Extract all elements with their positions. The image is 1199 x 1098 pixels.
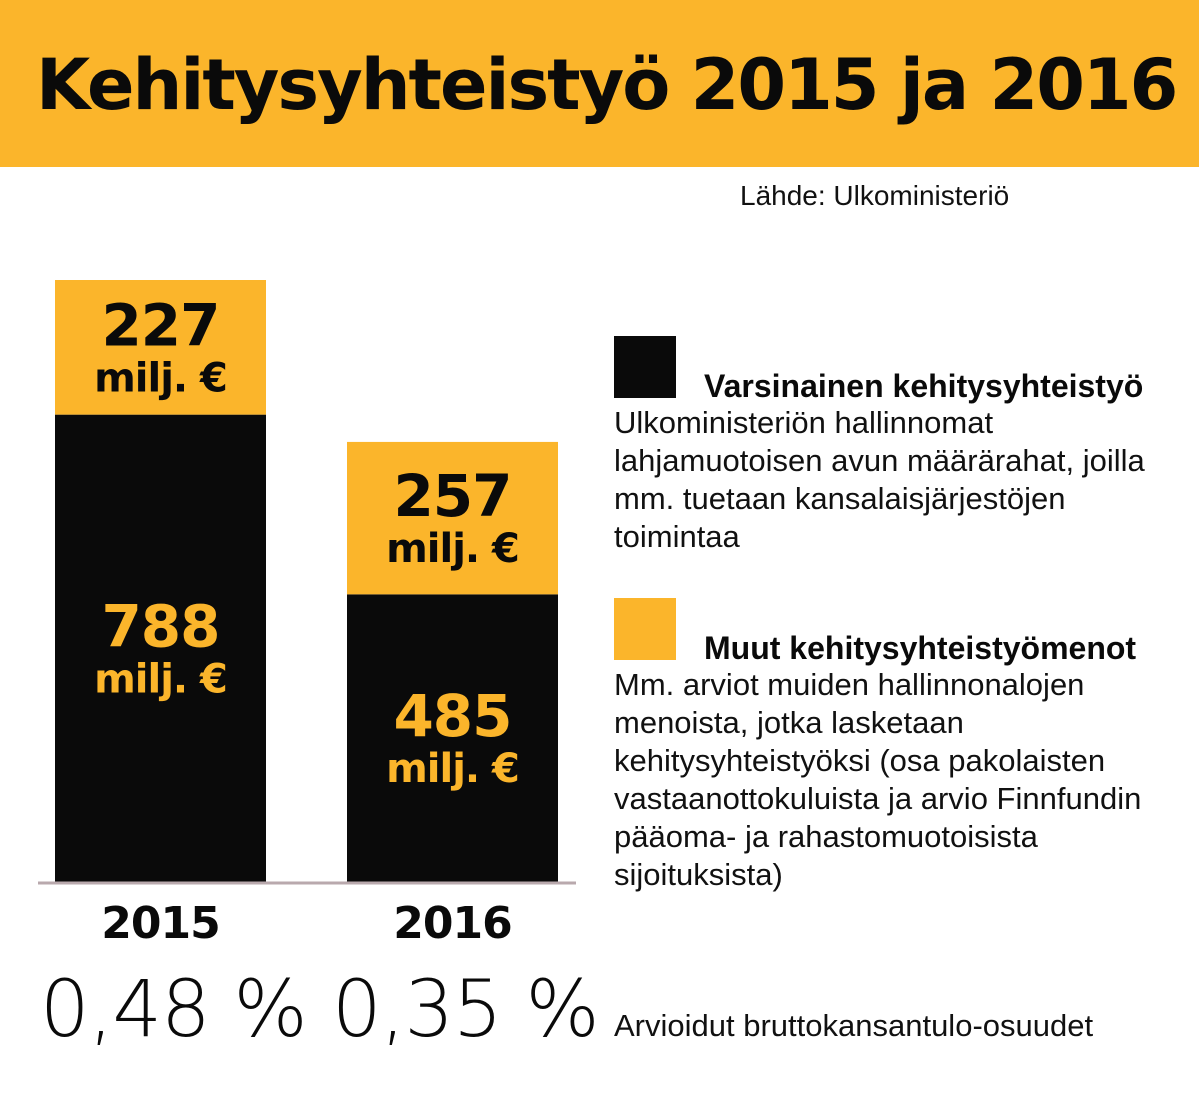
bar-unit-label-2015-0: milj. € <box>94 656 227 702</box>
bar-2015-varsinainen <box>55 414 266 882</box>
legend-desc-varsinainen: Ulkoministeriön hallinnomat lahjamuotois… <box>614 405 1145 554</box>
legend-swatch-yellow <box>614 598 676 660</box>
bar-2015-muut <box>55 280 266 415</box>
legend-title-varsinainen: Varsinainen kehitysyhteistyö <box>704 368 1144 404</box>
bar-unit-label-2016-1: milj. € <box>386 526 519 572</box>
source-label: Lähde: Ulkoministeriö <box>740 180 1010 211</box>
x-tick-label-2015: 2015 <box>101 898 219 949</box>
bar-unit-label-2016-0: milj. € <box>386 746 519 792</box>
bar-value-label-2016-0: 485 <box>393 682 511 750</box>
x-tick-label-2016: 2016 <box>393 898 511 949</box>
legend-title-muut: Muut kehitysyhteistyömenot <box>704 630 1137 666</box>
bar-value-label-2015-1: 227 <box>101 291 219 359</box>
title-banner <box>0 0 1199 167</box>
bar-2016-muut <box>347 441 558 595</box>
legend-swatch-black <box>614 336 676 398</box>
page-title: Kehitysyhteistyö 2015 ja 2016 <box>36 44 1178 126</box>
gni-share-caption: Arvioidut bruttokansantulo-osuudet <box>614 1008 1094 1043</box>
gni-share-2016: 0,35 % <box>332 965 600 1055</box>
bar-2016-varsinainen <box>347 594 558 882</box>
bar-unit-label-2015-1: milj. € <box>94 355 227 401</box>
gni-share-2015: 0,48 % <box>40 965 308 1055</box>
bar-value-label-2015-0: 788 <box>101 592 219 660</box>
legend-desc-muut: Mm. arviot muiden hallinnonalojen menois… <box>614 667 1142 892</box>
bar-value-label-2016-1: 257 <box>393 462 511 530</box>
